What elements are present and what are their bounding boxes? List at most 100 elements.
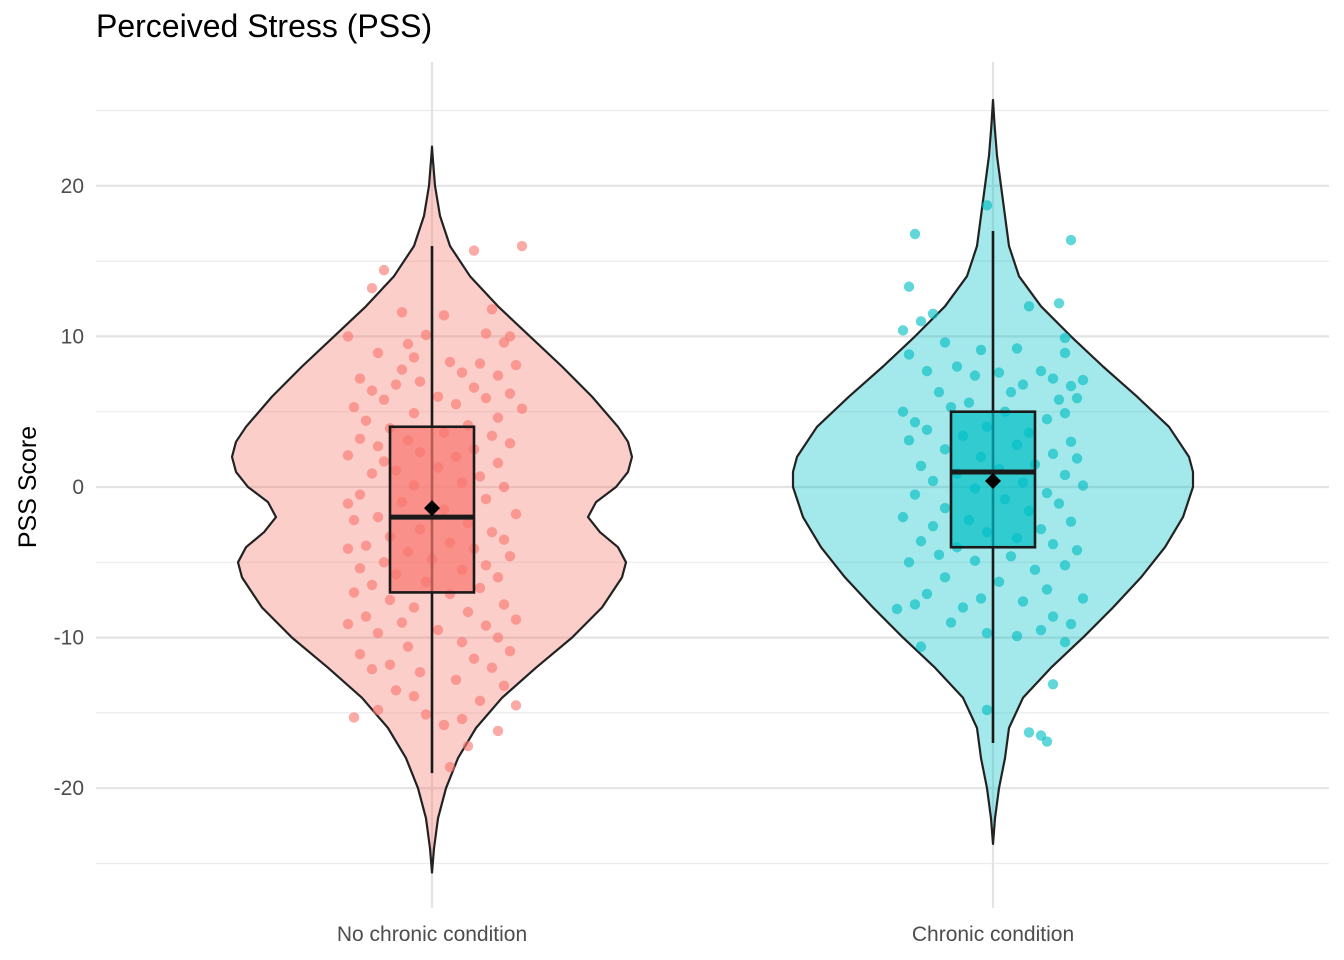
data-point: [1035, 523, 1047, 535]
data-point: [969, 555, 981, 566]
data-point: [909, 599, 921, 610]
data-point: [354, 489, 366, 500]
data-point: [414, 376, 426, 387]
data-point: [510, 508, 522, 520]
data-point: [498, 481, 510, 493]
data-point: [516, 403, 528, 414]
data-point: [480, 392, 492, 404]
data-point: [366, 468, 378, 479]
data-point: [897, 511, 909, 523]
data-point: [504, 438, 516, 449]
data-point: [993, 367, 1005, 378]
data-point: [1017, 379, 1029, 390]
data-point: [378, 557, 390, 568]
data-point: [474, 695, 486, 707]
data-point: [504, 645, 516, 657]
y-tick-label: -20: [54, 777, 84, 800]
data-point: [927, 520, 939, 532]
data-point: [927, 308, 939, 320]
data-point: [921, 588, 933, 600]
violin-group: [230, 145, 634, 874]
data-point: [1059, 347, 1071, 359]
data-point: [1053, 394, 1065, 405]
x-tick-label: No chronic condition: [337, 923, 527, 946]
data-point: [1077, 480, 1089, 491]
data-point: [372, 441, 384, 452]
data-point: [909, 228, 921, 240]
y-axis-tick-labels: -20 -10 0 10 20: [54, 175, 84, 800]
data-point: [1059, 636, 1071, 648]
data-point: [963, 397, 975, 408]
data-point: [480, 328, 492, 339]
data-point: [504, 388, 516, 399]
data-point: [420, 329, 432, 341]
y-tick-label: 20: [61, 175, 84, 198]
data-point: [486, 526, 498, 538]
mean-marker: [424, 500, 440, 517]
x-tick-label: Chronic condition: [912, 923, 1074, 946]
data-point: [342, 498, 354, 509]
data-point: [1071, 453, 1083, 464]
data-point: [927, 475, 939, 487]
data-point: [498, 680, 510, 691]
data-point: [486, 304, 498, 315]
data-point: [444, 761, 456, 773]
data-point: [969, 370, 981, 381]
data-point: [492, 457, 504, 469]
data-point: [372, 347, 384, 359]
data-point: [981, 627, 993, 639]
data-point: [480, 493, 492, 505]
data-point: [939, 337, 951, 348]
data-point: [390, 379, 402, 390]
data-point: [1047, 448, 1059, 460]
data-point: [354, 373, 366, 384]
data-point: [1059, 332, 1071, 344]
data-point: [1065, 234, 1077, 246]
minor-gridlines: [96, 109, 1329, 865]
data-point: [342, 543, 354, 554]
data-point: [492, 370, 504, 381]
data-point: [474, 471, 486, 482]
data-point: [1059, 408, 1071, 419]
y-axis-title: PSS Score: [14, 426, 42, 548]
data-point: [498, 599, 510, 610]
data-point: [396, 307, 408, 318]
data-point: [1077, 374, 1089, 386]
data-point: [933, 386, 945, 398]
data-point: [981, 200, 993, 211]
data-point: [1023, 727, 1035, 738]
data-point: [414, 667, 426, 678]
data-point: [360, 415, 372, 426]
data-point: [951, 361, 963, 372]
data-point: [348, 712, 360, 723]
violin-group: [791, 98, 1195, 846]
data-point: [438, 310, 450, 321]
data-point: [360, 540, 372, 551]
data-point: [372, 704, 384, 716]
data-point: [945, 401, 957, 413]
data-point: [366, 664, 378, 675]
data-point: [1023, 301, 1035, 312]
data-point: [378, 264, 390, 276]
data-point: [1005, 551, 1017, 562]
data-point: [402, 641, 414, 652]
data-point: [456, 367, 468, 378]
data-point: [360, 611, 372, 622]
data-point: [354, 648, 366, 660]
data-point: [975, 593, 987, 604]
data-point: [903, 435, 915, 446]
data-point: [366, 283, 378, 294]
data-point: [897, 325, 909, 336]
data-point: [981, 704, 993, 716]
data-point: [915, 316, 927, 327]
data-point: [468, 653, 480, 664]
data-point: [390, 685, 402, 696]
data-point: [492, 412, 504, 423]
data-point: [1035, 624, 1047, 636]
data-point: [1017, 596, 1029, 607]
data-point: [903, 281, 915, 292]
data-point: [1041, 736, 1053, 747]
chart-title: Perceived Stress (PSS): [96, 8, 433, 44]
data-point: [516, 240, 528, 252]
